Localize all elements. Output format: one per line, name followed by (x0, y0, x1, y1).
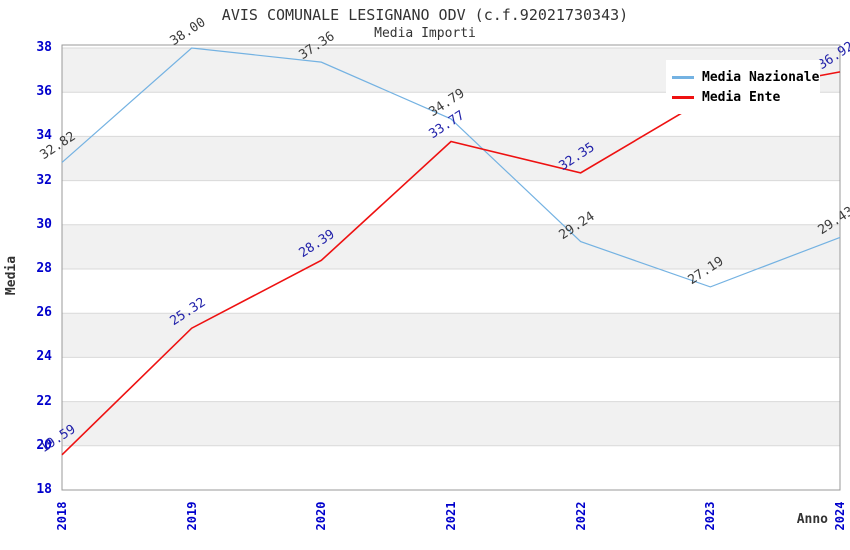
y-tick-label: 34 (36, 128, 52, 144)
y-tick-label: 22 (36, 393, 52, 409)
legend-swatch-media-ente-icon (672, 95, 694, 99)
legend: Media Nazionale Media Ente (666, 60, 820, 114)
x-tick-label: 2023 (703, 501, 718, 531)
chart-subtitle: Media Importi (374, 26, 476, 41)
y-tick-label: 26 (36, 305, 52, 321)
y-tick-label: 38 (36, 40, 52, 55)
x-axis-label: Anno (796, 512, 828, 527)
chart-title: AVIS COMUNALE LESIGNANO ODV (c.f.9202173… (221, 6, 629, 24)
y-tick-label: 20 (36, 437, 52, 453)
legend-item-media-nazionale: Media Nazionale (672, 68, 819, 86)
y-tick-label: 32 (36, 172, 52, 188)
x-tick-label: 2021 (444, 501, 458, 531)
legend-item-media-ente: Media Ente (672, 88, 814, 106)
legend-label-media-ente: Media Ente (702, 89, 781, 105)
x-tick-label: 2019 (184, 501, 199, 531)
x-tick-label: 2024 (833, 501, 847, 531)
x-tick-label: 2020 (314, 501, 329, 531)
legend-label-media-nazionale: Media Nazionale (702, 69, 820, 85)
legend-swatch-media-nazionale-icon (672, 75, 694, 79)
y-tick-label: 24 (36, 349, 52, 365)
y-tick-label: 30 (36, 216, 52, 232)
x-tick-label: 2018 (55, 501, 69, 531)
y-tick-label: 36 (36, 84, 52, 100)
y-tick-label: 28 (36, 261, 52, 276)
x-tick-label: 2022 (573, 501, 588, 531)
y-tick-label: 18 (36, 482, 52, 497)
